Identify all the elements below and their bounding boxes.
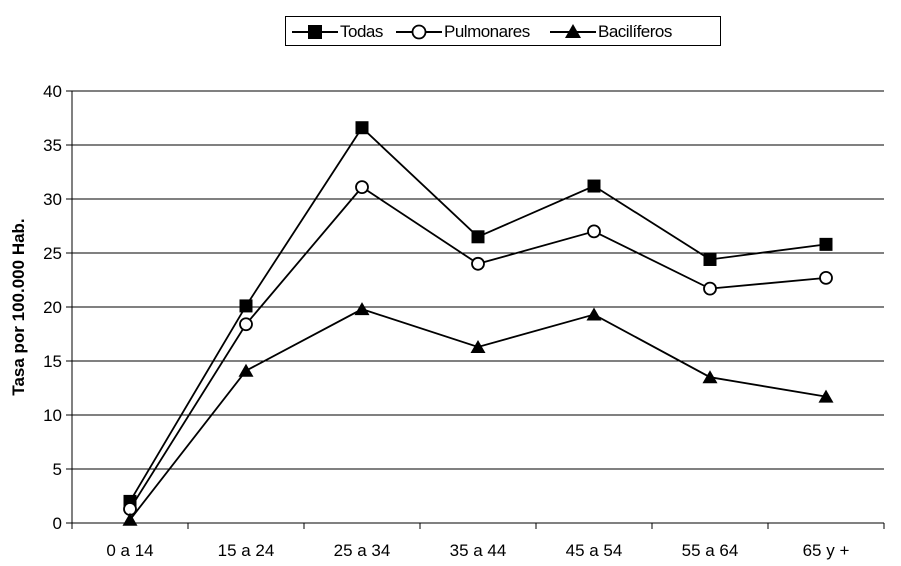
- square-marker-icon: [292, 25, 338, 39]
- y-tick-label: 30: [43, 190, 62, 209]
- y-tick-labels: 0 5 10 15 20 25 30 35 40: [43, 82, 62, 533]
- x-tick-label: 35 a 44: [450, 541, 507, 560]
- y-tick-label: 20: [43, 298, 62, 317]
- legend-item-todas: Todas: [292, 21, 383, 43]
- legend-item-baciliferos: Bacilíferos: [550, 21, 672, 43]
- x-tick-label: 65 y +: [803, 541, 850, 560]
- y-tick-label: 25: [43, 244, 62, 263]
- gridlines: [72, 90, 884, 470]
- data-point-circle: [355, 180, 369, 195]
- series-2: [123, 180, 833, 516]
- y-tick-label: 5: [53, 460, 62, 479]
- data-point-triangle: [818, 389, 834, 403]
- data-point-triangle: [586, 307, 602, 321]
- legend: Todas Pulmonares Bacilíferos: [285, 16, 721, 46]
- legend-label-baciliferos: Bacilíferos: [598, 22, 672, 41]
- data-point-triangle: [122, 512, 138, 526]
- y-tick-label: 15: [43, 352, 62, 371]
- x-tick-label: 55 a 64: [682, 541, 739, 560]
- series-lines: [122, 121, 834, 526]
- data-point-square: [239, 299, 253, 313]
- data-point-square: [471, 230, 485, 244]
- x-tick-label: 25 a 34: [334, 541, 391, 560]
- x-tick-label: 0 a 14: [106, 541, 153, 560]
- data-point-circle: [471, 256, 485, 271]
- data-point-square: [355, 121, 369, 135]
- data-point-triangle: [354, 302, 370, 316]
- y-tick-label: 10: [43, 406, 62, 425]
- legend-label-todas: Todas: [340, 22, 383, 41]
- y-tick-label: 0: [53, 514, 62, 533]
- data-point-square: [587, 179, 601, 193]
- y-tick-label: 40: [43, 82, 62, 101]
- data-point-triangle: [238, 363, 254, 377]
- data-point-triangle: [702, 370, 718, 384]
- data-point-triangle: [470, 339, 486, 353]
- circle-marker-icon: [396, 24, 442, 40]
- series-1: [123, 121, 833, 508]
- data-point-circle: [239, 317, 253, 332]
- data-point-circle: [819, 270, 833, 285]
- series-3: [122, 302, 834, 526]
- data-point-circle: [587, 224, 601, 239]
- data-point-square: [703, 252, 717, 266]
- x-tick-label: 45 a 54: [566, 541, 623, 560]
- legend-label-pulmonares: Pulmonares: [444, 22, 530, 41]
- triangle-marker-icon: [550, 24, 596, 38]
- data-point-square: [819, 237, 833, 251]
- axes: [66, 90, 885, 529]
- y-tick-label: 35: [43, 136, 62, 155]
- x-tick-label: 15 a 24: [218, 541, 275, 560]
- legend-item-pulmonares: Pulmonares: [396, 21, 530, 43]
- data-point-circle: [703, 281, 717, 296]
- series-line: [129, 126, 827, 502]
- x-tick-labels: 0 a 14 15 a 24 25 a 34 35 a 44 45 a 54 55 a 6…: [106, 541, 849, 560]
- y-axis-label: Tasa por 100.000 Hab.: [9, 218, 28, 395]
